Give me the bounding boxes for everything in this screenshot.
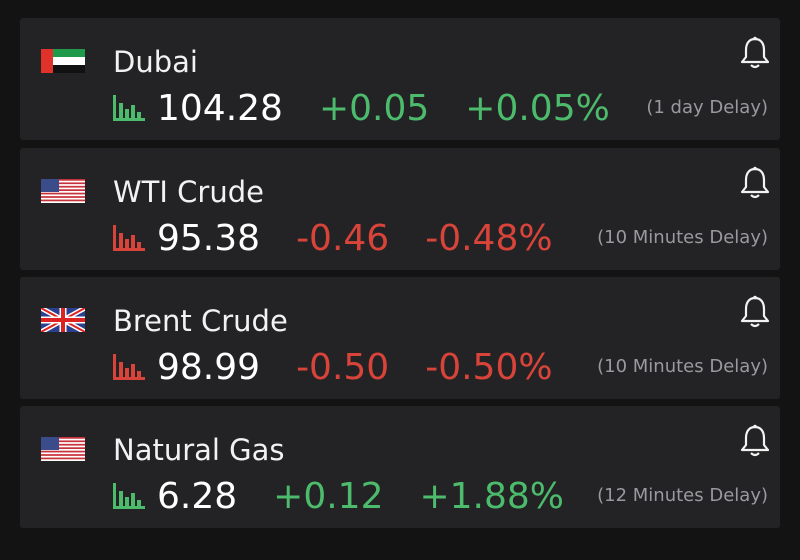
chart-icon[interactable] — [113, 483, 145, 509]
price: 104.28 — [157, 87, 283, 129]
change: +0.12 — [273, 475, 384, 517]
commodity-name: Brent Crude — [113, 304, 288, 338]
change-percent: +0.05% — [465, 87, 610, 129]
change-percent: -0.48% — [425, 217, 553, 259]
alert-bell[interactable] — [740, 36, 770, 70]
delay-note: (1 day Delay) — [646, 97, 768, 118]
flag-icon — [41, 437, 85, 461]
alert-bell[interactable] — [740, 295, 770, 329]
quote-row: 104.28 +0.05 +0.05% — [113, 86, 646, 130]
price: 98.99 — [157, 346, 261, 388]
flag-icon — [41, 308, 85, 332]
delay-note: (10 Minutes Delay) — [597, 356, 768, 377]
price: 6.28 — [157, 475, 238, 517]
delay-note: (10 Minutes Delay) — [597, 227, 768, 248]
change-percent: -0.50% — [425, 346, 553, 388]
alert-bell[interactable] — [740, 424, 770, 458]
change: +0.05 — [318, 87, 430, 129]
price: 95.38 — [157, 217, 261, 259]
commodity-name: WTI Crude — [113, 175, 264, 209]
quote-card[interactable]: Dubai 104.28 +0.05 +0.05% (1 day Delay) — [20, 18, 780, 140]
quote-card[interactable]: Brent Crude 98.99 -0.50 -0.50% (10 Minut… — [20, 277, 780, 399]
quote-row: 98.99 -0.50 -0.50% — [113, 345, 589, 389]
chart-icon[interactable] — [113, 354, 145, 380]
change: -0.50 — [296, 346, 390, 388]
quote-card[interactable]: WTI Crude 95.38 -0.46 -0.48% (10 Minutes… — [20, 148, 780, 270]
alert-bell[interactable] — [740, 166, 770, 200]
chart-icon[interactable] — [113, 95, 145, 121]
change-percent: +1.88% — [419, 475, 565, 517]
flag-icon — [41, 179, 85, 203]
change: -0.46 — [296, 217, 390, 259]
delay-note: (12 Minutes Delay) — [597, 485, 768, 506]
quote-card[interactable]: Natural Gas 6.28 +0.12 +1.88% (12 Minute… — [20, 406, 780, 528]
quote-row: 95.38 -0.46 -0.48% — [113, 216, 589, 260]
commodity-name: Dubai — [113, 45, 198, 79]
commodity-name: Natural Gas — [113, 433, 285, 467]
chart-icon[interactable] — [113, 225, 145, 251]
flag-icon — [41, 49, 85, 73]
quote-row: 6.28 +0.12 +1.88% — [113, 474, 600, 518]
